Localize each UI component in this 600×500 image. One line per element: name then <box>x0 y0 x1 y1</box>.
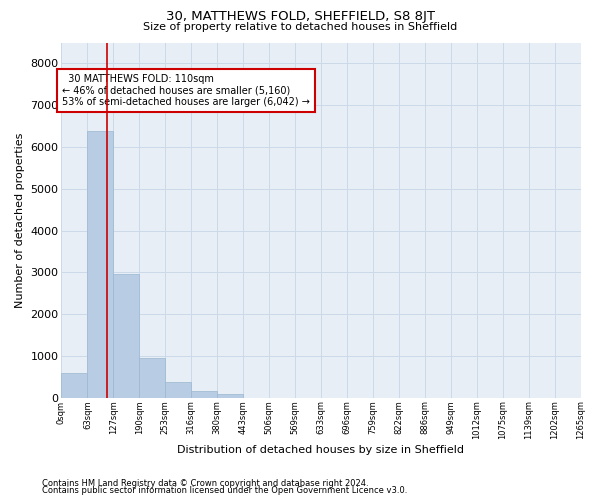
Text: Contains HM Land Registry data © Crown copyright and database right 2024.: Contains HM Land Registry data © Crown c… <box>42 478 368 488</box>
Bar <box>217 394 243 398</box>
Text: 30, MATTHEWS FOLD, SHEFFIELD, S8 8JT: 30, MATTHEWS FOLD, SHEFFIELD, S8 8JT <box>166 10 434 23</box>
X-axis label: Distribution of detached houses by size in Sheffield: Distribution of detached houses by size … <box>178 445 464 455</box>
Bar <box>165 382 191 398</box>
Bar <box>191 391 217 398</box>
Y-axis label: Number of detached properties: Number of detached properties <box>15 132 25 308</box>
Text: Contains public sector information licensed under the Open Government Licence v3: Contains public sector information licen… <box>42 486 407 495</box>
Text: Size of property relative to detached houses in Sheffield: Size of property relative to detached ho… <box>143 22 457 32</box>
Bar <box>88 131 113 398</box>
Bar <box>61 373 88 398</box>
Text: 30 MATTHEWS FOLD: 110sqm
← 46% of detached houses are smaller (5,160)
53% of sem: 30 MATTHEWS FOLD: 110sqm ← 46% of detach… <box>62 74 310 107</box>
Bar <box>113 274 139 398</box>
Bar <box>139 358 165 398</box>
